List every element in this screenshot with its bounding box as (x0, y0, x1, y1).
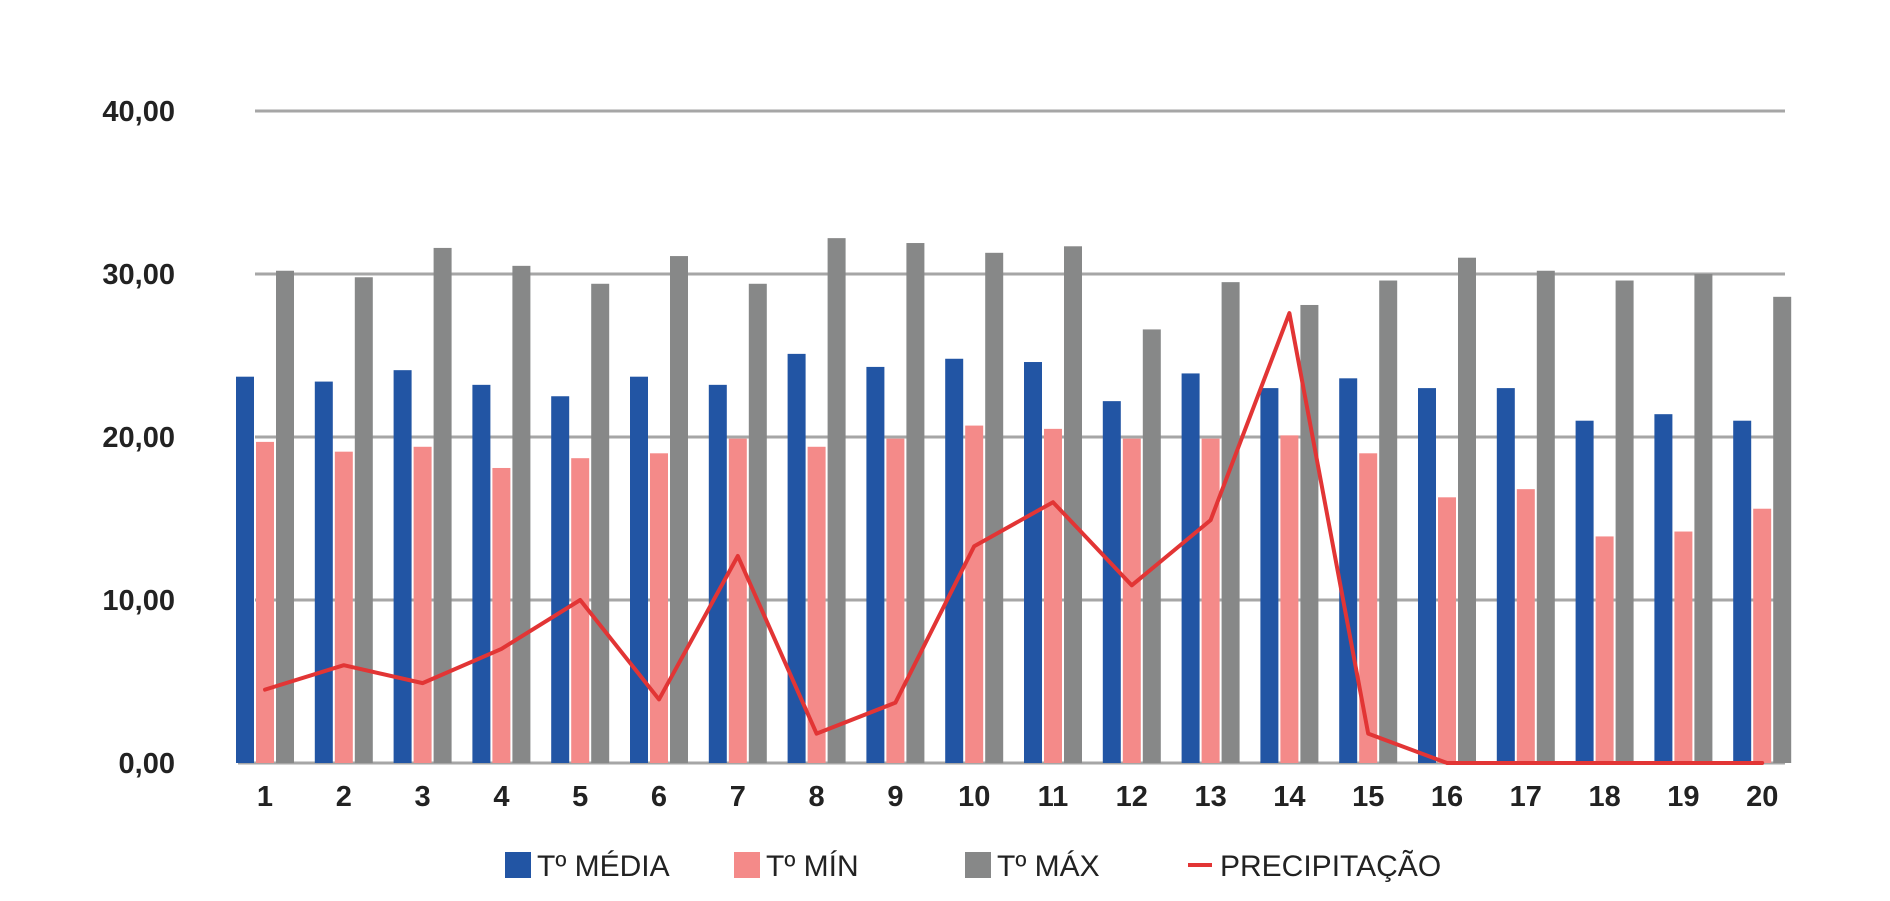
bar-t-m-n (650, 453, 668, 763)
bar-t-m-x (906, 243, 925, 763)
legend-swatch (505, 852, 531, 878)
bar-t-m-n (1438, 497, 1456, 763)
bar-t-m-dia (236, 376, 254, 763)
bar-t-m-dia (866, 366, 885, 763)
legend-label: Tº MÉDIA (537, 850, 670, 883)
bar-t-m-x (512, 265, 531, 763)
x-tick-label: 11 (1038, 781, 1069, 813)
bar-t-m-n (1201, 438, 1220, 763)
bar-t-m-x (670, 256, 688, 763)
x-tick-label: 12 (1116, 781, 1148, 813)
bar-t-m-dia (1260, 388, 1279, 763)
bar-t-m-x (276, 270, 294, 763)
x-tick-label: 9 (887, 781, 903, 813)
bar-t-m-n (1280, 435, 1299, 763)
x-tick-label: 19 (1667, 781, 1699, 813)
bar-t-m-n (965, 425, 984, 763)
bar-t-m-x (354, 277, 373, 763)
bar-t-m-x (1064, 246, 1082, 764)
bar-t-m-dia (787, 353, 806, 763)
legend-swatch (734, 852, 760, 878)
bar-t-m-dia (630, 376, 648, 763)
x-tick-label: 16 (1431, 781, 1463, 813)
bar-t-m-n (1753, 508, 1772, 763)
bars (236, 238, 1792, 764)
y-tick-label: 0,00 (119, 748, 175, 780)
bar-t-m-dia (472, 384, 491, 763)
bar-t-m-dia (1181, 373, 1200, 763)
x-tick-label: 17 (1510, 781, 1542, 813)
bar-t-m-x (1379, 280, 1398, 763)
bar-t-m-dia (1102, 401, 1121, 763)
x-tick-label: 1 (257, 781, 273, 813)
x-tick-label: 18 (1588, 781, 1620, 813)
x-axis-ticks: 1 2 3 4 5 6 7 8 9 10 11 12 13 14 15 16 17 18 19 20 (257, 781, 1778, 813)
bar-t-m-x (1615, 280, 1634, 763)
legend-swatch (965, 852, 991, 878)
bar-t-m-dia (708, 384, 727, 763)
y-axis-ticks: 0,00 10,00 20,00 30,00 40,00 (102, 96, 175, 780)
x-tick-label: 7 (730, 781, 746, 813)
bar-t-m-dia (551, 396, 570, 763)
bar-t-m-x (1773, 296, 1792, 763)
precipitation-line (263, 311, 1765, 765)
bar-t-m-n (1044, 428, 1062, 763)
x-tick-label: 13 (1194, 781, 1226, 813)
bar-t-m-x (748, 283, 767, 763)
bar-t-m-x (591, 283, 610, 763)
y-tick-label: 40,00 (102, 96, 175, 128)
legend-label: Tº MÁX (997, 850, 1100, 883)
bar-t-m-dia (1733, 420, 1752, 763)
bar-t-m-dia (1024, 362, 1042, 763)
bar-t-m-x (1536, 270, 1555, 763)
bar-t-m-dia (1575, 420, 1594, 763)
bar-t-m-n (1595, 536, 1614, 763)
bar-t-m-dia (1339, 378, 1358, 763)
y-tick-label: 20,00 (102, 422, 175, 454)
bar-t-m-n (1516, 489, 1535, 763)
x-tick-label: 6 (651, 781, 667, 813)
bar-t-m-n (571, 458, 590, 763)
legend-label: Tº MÍN (766, 850, 859, 883)
x-tick-label: 2 (336, 781, 352, 813)
bar-t-m-x (985, 252, 1004, 763)
bar-t-m-n (728, 438, 747, 763)
x-tick-label: 20 (1746, 781, 1778, 813)
bar-t-m-n (334, 451, 353, 763)
bar-t-m-n (1359, 453, 1378, 763)
x-tick-label: 3 (415, 781, 431, 813)
bar-t-m-n (256, 441, 274, 763)
legend: Tº MÉDIA Tº MÍN Tº MÁX PRECIPITAÇÃO (505, 849, 1441, 883)
x-tick-label: 5 (572, 781, 588, 813)
bar-t-m-dia (1496, 388, 1515, 763)
x-tick-label: 10 (958, 781, 990, 813)
x-tick-label: 14 (1273, 781, 1305, 813)
bar-t-m-dia (1418, 388, 1436, 763)
bar-t-m-n (413, 446, 432, 763)
legend-label: PRECIPITAÇÃO (1220, 849, 1441, 883)
bar-t-m-x (1694, 274, 1713, 763)
bar-t-m-x (1142, 329, 1161, 763)
x-tick-label: 8 (809, 781, 825, 813)
bar-t-m-x (1300, 304, 1319, 763)
precipitation-line-group (263, 311, 1765, 765)
bar-t-m-x (1221, 282, 1240, 763)
bar-t-m-n (492, 467, 511, 763)
bar-t-m-n (1122, 438, 1141, 763)
bar-t-m-x (433, 247, 452, 764)
bar-t-m-x (827, 238, 846, 763)
x-tick-label: 4 (493, 781, 509, 813)
x-tick-label: 15 (1352, 781, 1384, 813)
bar-t-m-dia (314, 381, 333, 763)
bar-t-m-dia (1654, 414, 1673, 763)
bar-t-m-dia (945, 358, 964, 763)
bar-t-m-dia (393, 370, 412, 763)
y-tick-label: 10,00 (102, 585, 175, 617)
y-tick-label: 30,00 (102, 259, 175, 291)
bar-t-m-n (1674, 531, 1693, 763)
bar-t-m-n (886, 438, 905, 763)
bar-t-m-n (807, 446, 826, 763)
bar-t-m-x (1458, 257, 1476, 763)
